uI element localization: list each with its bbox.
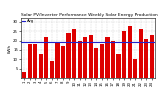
Bar <box>39 54 43 78</box>
Bar <box>111 40 115 78</box>
Bar <box>100 44 104 78</box>
Bar <box>50 61 54 78</box>
Bar <box>144 39 148 78</box>
Bar <box>150 35 154 78</box>
Bar <box>61 46 65 78</box>
Bar <box>139 29 143 78</box>
Bar <box>66 33 71 78</box>
Text: Solar PV/Inverter Performance Weekly Solar Energy Production: Solar PV/Inverter Performance Weekly Sol… <box>21 13 158 17</box>
Bar <box>83 37 87 78</box>
Bar <box>22 72 26 78</box>
Bar <box>44 37 48 78</box>
Bar <box>128 26 132 78</box>
Bar <box>89 35 93 78</box>
Bar <box>28 44 32 78</box>
Bar <box>105 37 110 78</box>
Bar <box>122 31 126 78</box>
Legend: Avg: Avg <box>22 19 34 23</box>
Bar <box>33 44 37 78</box>
Bar <box>72 29 76 78</box>
Bar <box>55 42 60 78</box>
Bar <box>78 40 82 78</box>
Y-axis label: kWh: kWh <box>8 43 12 53</box>
Bar <box>116 54 121 78</box>
Bar <box>133 59 137 78</box>
Bar <box>94 48 98 78</box>
